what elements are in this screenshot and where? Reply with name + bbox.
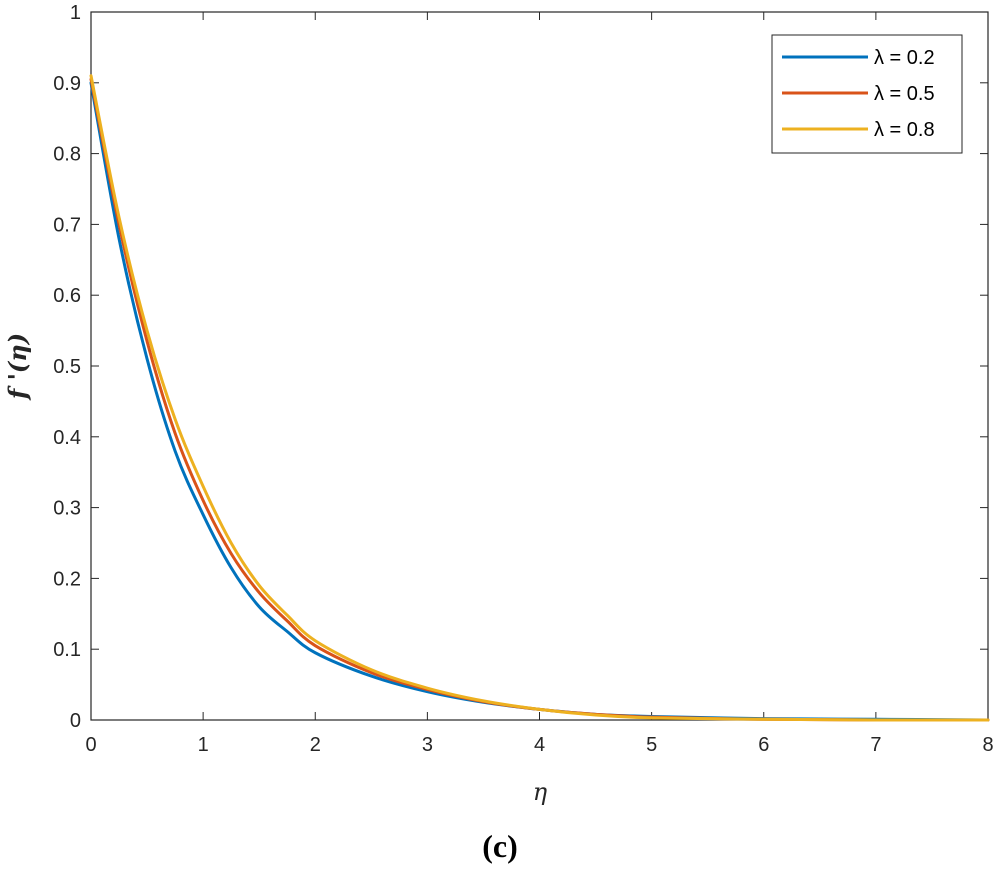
y-tick-label: 0.4 <box>53 427 81 449</box>
series-lines <box>89 74 990 722</box>
x-tick-label: 1 <box>198 734 209 756</box>
y-tick-label: 0.6 <box>53 285 81 307</box>
y-tick-label: 0.7 <box>53 214 81 236</box>
x-tick-label: 7 <box>870 734 881 756</box>
legend-label-1: λ = 0.5 <box>874 83 935 105</box>
x-tick-label: 2 <box>310 734 321 756</box>
x-tick-label: 3 <box>422 734 433 756</box>
y-tick-label: 0.3 <box>53 498 81 520</box>
y-tick-label: 0.1 <box>53 639 81 661</box>
y-tick-label: 1 <box>70 2 81 24</box>
y-tick-label: 0 <box>70 710 81 732</box>
x-tick-label: 8 <box>982 734 993 756</box>
y-axis-label: f '(η) <box>3 333 32 401</box>
x-tick-label: 5 <box>646 734 657 756</box>
x-axis-label: η <box>533 778 548 806</box>
series-line-2 <box>89 74 990 722</box>
panel-label: (c) <box>482 828 518 864</box>
y-tick-label: 0.5 <box>53 356 81 378</box>
axis-ticks: 0 1 2 3 4 5 6 7 8 0 0.1 0.2 0.3 0.4 0.5 0.6 0.7 0.8 0.9 1 <box>53 2 993 756</box>
x-tick-label: 0 <box>85 734 96 756</box>
y-tick-label: 0.8 <box>53 144 81 166</box>
legend-label-2: λ = 0.8 <box>874 119 935 141</box>
legend-label-0: λ = 0.2 <box>874 47 935 69</box>
x-tick-label: 6 <box>758 734 769 756</box>
y-tick-label: 0.9 <box>53 73 81 95</box>
y-tick-label: 0.2 <box>53 568 81 590</box>
legend: λ = 0.2 λ = 0.5 λ = 0.8 <box>771 34 963 154</box>
x-tick-label: 4 <box>534 734 545 756</box>
